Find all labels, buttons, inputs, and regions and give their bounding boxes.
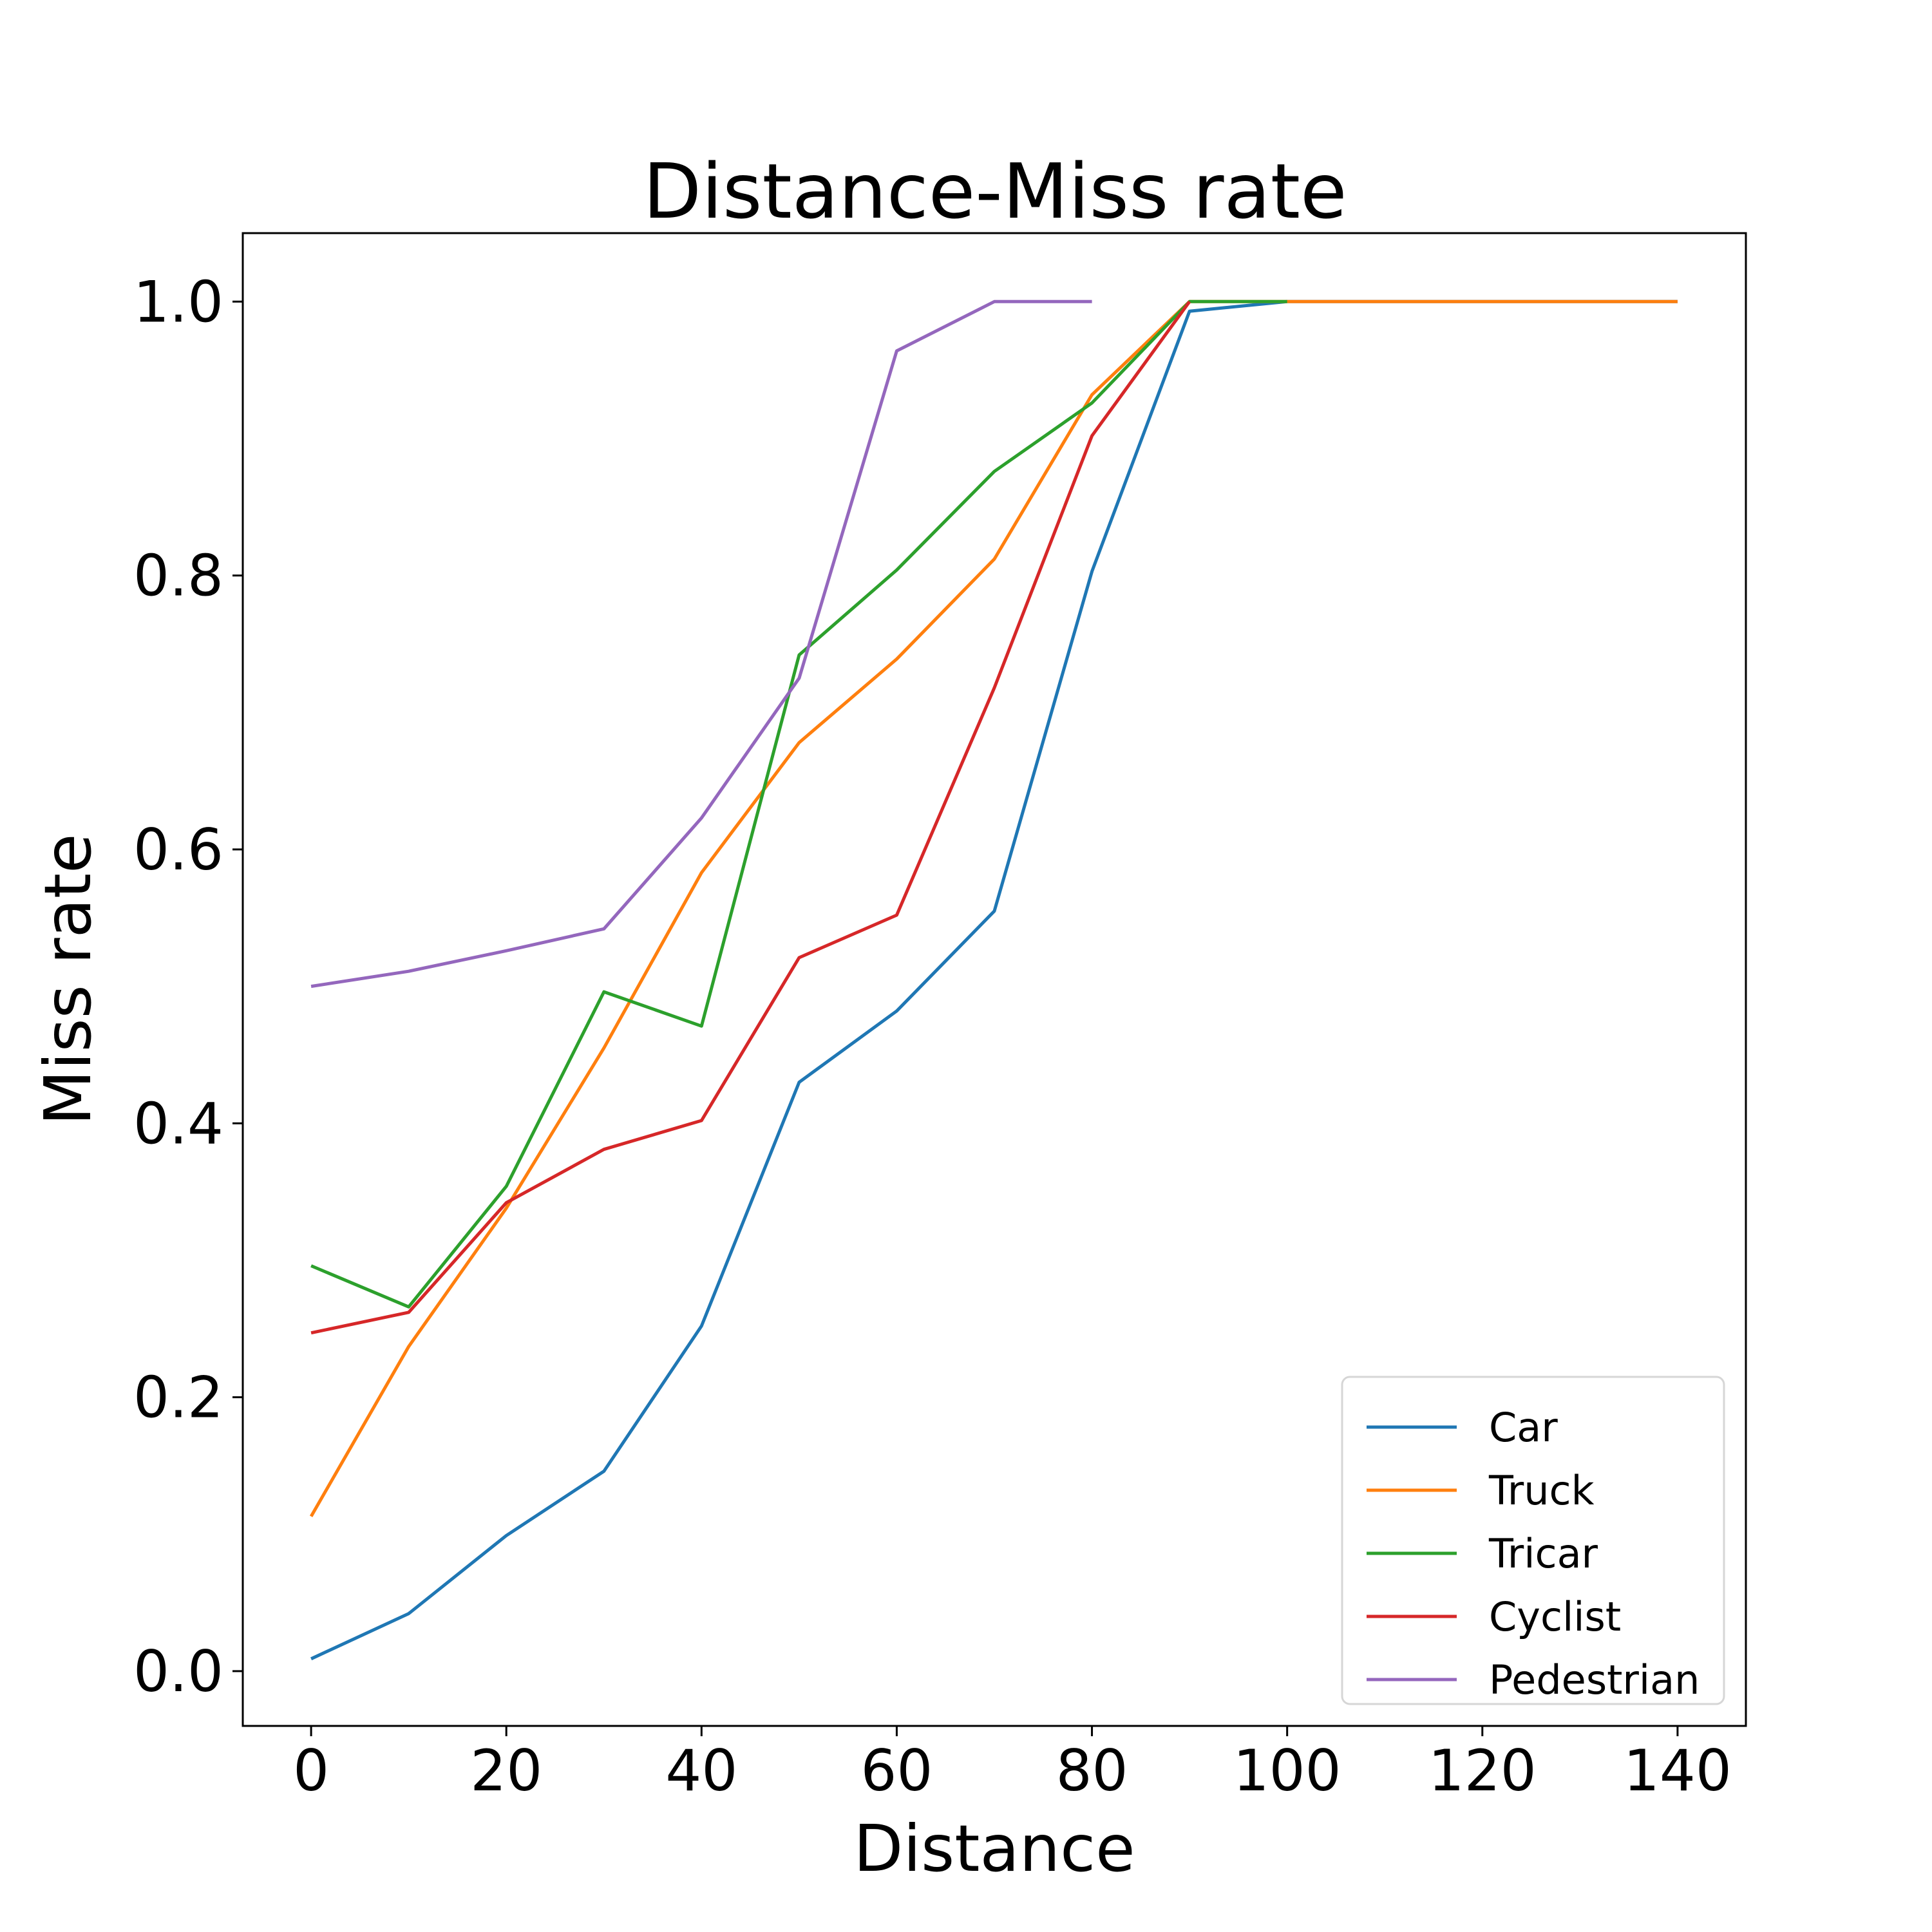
x-axis: 0 20 40 60 80 100 120 140 — [293, 1726, 1732, 1804]
series-line-truck — [309, 299, 1678, 1517]
legend-label-pedestrian: Pedestrian — [1489, 1656, 1700, 1703]
series-line-tricar — [310, 299, 1287, 1309]
series-line-pedestrian — [310, 299, 1092, 989]
plot-frame — [242, 232, 1747, 1727]
x-tick-label: 0 — [293, 1738, 329, 1804]
chart-title: Distance-Miss rate — [643, 147, 1347, 236]
y-tick-label: 0.0 — [133, 1638, 223, 1705]
x-tick-label: 60 — [860, 1738, 933, 1804]
y-axis-label: Miss rate — [30, 833, 106, 1125]
legend-label-tricar: Tricar — [1488, 1530, 1598, 1577]
x-tick-label: 140 — [1624, 1738, 1732, 1804]
y-tick-label: 0.2 — [133, 1365, 223, 1431]
x-tick-label: 80 — [1056, 1738, 1128, 1804]
series-layer — [309, 299, 1678, 1661]
y-axis: 0.0 0.2 0.4 0.6 0.8 1.0 — [133, 269, 243, 1705]
y-tick-label: 0.8 — [133, 543, 223, 609]
legend-label-truck: Truck — [1488, 1467, 1595, 1514]
series-line-cyclist — [310, 300, 1191, 1335]
y-tick-label: 0.6 — [133, 817, 223, 883]
legend-label-cyclist: Cyclist — [1489, 1593, 1621, 1640]
y-tick-label: 0.4 — [133, 1090, 223, 1157]
x-tick-label: 120 — [1428, 1738, 1537, 1804]
x-tick-label: 40 — [665, 1738, 737, 1804]
legend: Car Truck Tricar Cyclist Pedestrian — [1341, 1376, 1725, 1705]
x-tick-label: 100 — [1233, 1738, 1341, 1804]
x-tick-label: 20 — [470, 1738, 542, 1804]
y-tick-label: 1.0 — [133, 269, 223, 335]
x-axis-label: Distance — [853, 1811, 1135, 1886]
legend-label-car: Car — [1489, 1404, 1558, 1451]
legend-box — [1341, 1376, 1725, 1705]
